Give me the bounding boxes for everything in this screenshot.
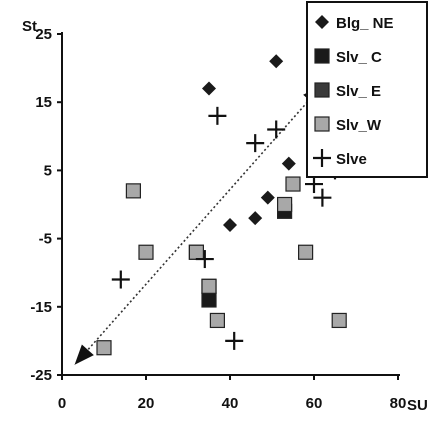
legend: Blg_ NE Slv_ C Slv_ E Slv_W Slve: [306, 1, 428, 178]
data-point: [209, 312, 225, 329]
data-point: [248, 211, 263, 226]
data-point: [201, 278, 217, 294]
data-point: [246, 134, 265, 153]
legend-marker: [314, 82, 330, 98]
data-point: [269, 54, 284, 69]
y-tick-label: -25: [30, 367, 52, 384]
x-tick-label: 80: [390, 395, 407, 412]
legend-label: Blg_ NE: [336, 15, 394, 32]
data-point: [111, 270, 130, 289]
x-tick-label: 60: [306, 395, 323, 412]
data-point: [208, 106, 227, 125]
x-ticks: 0 20 40 60 80: [58, 375, 407, 412]
data-point: [267, 120, 286, 139]
x-tick-label: 40: [222, 395, 239, 412]
data-point: [195, 250, 214, 269]
y-tick-label: 15: [35, 94, 52, 111]
legend-marker: [313, 149, 331, 167]
legend-items: Blg_ NE Slv_ C Slv_ E Slv_W Slve: [313, 15, 394, 168]
data-point: [277, 196, 293, 213]
data-point: [331, 312, 347, 329]
data-point: [305, 175, 323, 194]
legend-marker: [314, 48, 330, 64]
y-tick-label: -15: [30, 299, 52, 316]
series-4: [111, 106, 344, 350]
data-point: [313, 188, 332, 207]
data-point: [281, 156, 296, 171]
x-axis-label: SU: [407, 397, 428, 414]
data-point: [223, 217, 237, 232]
data-point: [138, 244, 154, 260]
arrow-head-bottom: [74, 344, 94, 365]
data-point: [96, 340, 112, 356]
trend-arrow: [74, 84, 323, 366]
x-tick-label: 20: [138, 395, 155, 412]
data-point: [201, 292, 217, 308]
data-point: [298, 244, 314, 260]
legend-label: Slv_ E: [336, 83, 381, 100]
y-ticks: 25 15 5 -5 -15 -25: [30, 26, 62, 384]
series-3: [96, 176, 347, 356]
data-point: [125, 183, 142, 199]
data-point: [202, 81, 216, 96]
legend-marker: [314, 116, 330, 132]
y-tick-label: 5: [44, 162, 52, 179]
legend-marker: [315, 15, 329, 29]
data-points: [96, 54, 347, 356]
legend-label: Slve: [336, 151, 367, 168]
y-tick-label: 25: [35, 26, 52, 43]
axes: 25 15 5 -5 -15 -25 0 20 40 60 80 St SU: [22, 18, 428, 414]
legend-label: Slv_ C: [336, 49, 382, 66]
x-tick-label: 0: [58, 395, 66, 412]
arrow-line: [74, 84, 323, 366]
y-axis-label: St: [22, 18, 37, 35]
y-tick-label: -5: [39, 231, 52, 248]
data-point: [225, 331, 244, 350]
data-point: [285, 176, 301, 192]
legend-label: Slv_W: [336, 117, 382, 134]
data-point: [260, 190, 275, 205]
data-point: [188, 244, 204, 260]
